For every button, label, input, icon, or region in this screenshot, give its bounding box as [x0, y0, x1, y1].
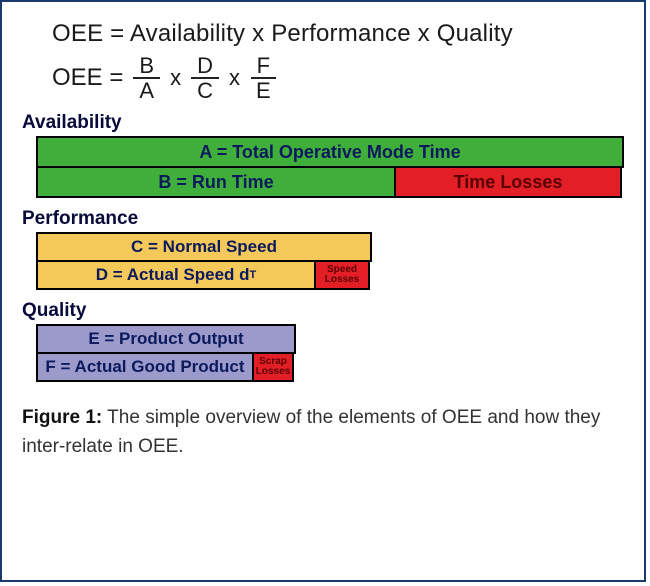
- figure-number: Figure 1:: [22, 407, 102, 428]
- quality-bars: E = Product Output F = Actual Good Produ…: [20, 324, 626, 382]
- frac-b-over-a: B A: [133, 54, 160, 102]
- availability-label: Availability: [22, 112, 626, 134]
- quality-label: Quality: [22, 300, 626, 322]
- performance-label: Performance: [22, 208, 626, 230]
- availability-runtime-bar: B = Run Time: [36, 166, 396, 198]
- formula-lhs: OEE =: [52, 64, 123, 92]
- figure-caption: Figure 1: The simple overview of the ele…: [20, 404, 626, 461]
- quality-output-bar: E = Product Output: [36, 324, 296, 354]
- frac-f-over-e: F E: [250, 54, 277, 102]
- performance-loss-bar: Speed Losses: [314, 260, 370, 290]
- frac-d-over-c: D C: [191, 54, 219, 102]
- performance-bars: C = Normal Speed D = Actual Speed dT Spe…: [20, 232, 626, 290]
- frac1-den: A: [133, 79, 160, 102]
- performance-normal-speed-bar: C = Normal Speed: [36, 232, 372, 262]
- frac3-den: E: [250, 79, 277, 102]
- formula-fractions: OEE = B A x D C x F E: [52, 54, 626, 102]
- frac3-num: F: [251, 54, 276, 79]
- times-2: x: [229, 65, 240, 91]
- times-1: x: [170, 65, 181, 91]
- frac2-den: C: [191, 79, 219, 102]
- frac1-num: B: [133, 54, 160, 79]
- oee-figure: OEE = Availability x Performance x Quali…: [0, 0, 646, 582]
- quality-good-product-bar: F = Actual Good Product: [36, 352, 254, 382]
- figure-text: The simple overview of the elements of O…: [22, 407, 600, 457]
- frac2-num: D: [191, 54, 219, 79]
- perf-d-sub: T: [250, 269, 257, 281]
- quality-loss-bar: Scrap Losses: [252, 352, 294, 382]
- formula-block: OEE = Availability x Performance x Quali…: [52, 20, 626, 102]
- perf-loss-line2: Losses: [325, 275, 359, 286]
- qual-loss-line2: Losses: [256, 367, 290, 378]
- availability-bars: A = Total Operative Mode Time B = Run Ti…: [20, 136, 626, 198]
- performance-actual-speed-bar: D = Actual Speed dT: [36, 260, 316, 290]
- formula-words: OEE = Availability x Performance x Quali…: [52, 20, 626, 48]
- availability-loss-bar: Time Losses: [394, 166, 622, 198]
- perf-d-text: D = Actual Speed d: [96, 265, 250, 285]
- availability-total-bar: A = Total Operative Mode Time: [36, 136, 624, 168]
